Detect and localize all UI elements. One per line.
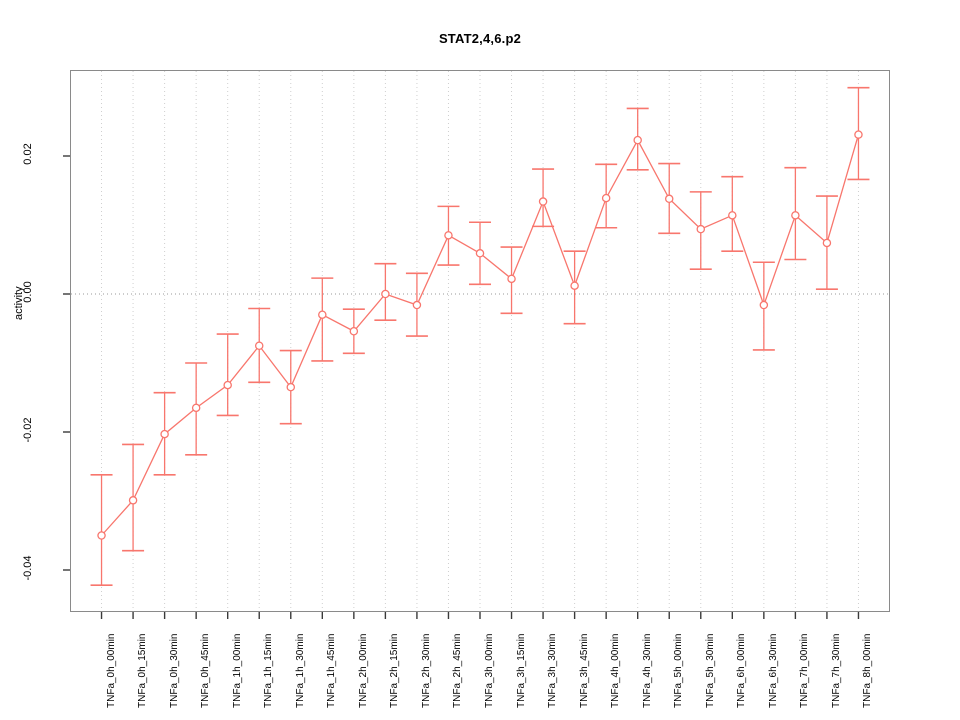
x-tick-label: TNFa_1h_45min: [326, 633, 338, 708]
x-tick-label: TNFa_1h_15min: [263, 633, 275, 708]
vertical-gridlines: [101, 71, 859, 611]
x-tick-label: TNFa_4h_30min: [641, 633, 653, 708]
x-tick-label: TNFa_5h_00min: [673, 633, 685, 708]
x-tick-label: TNFa_7h_00min: [799, 633, 811, 708]
x-tick-label: TNFa_5h_30min: [704, 633, 716, 708]
x-tick-label: TNFa_3h_30min: [547, 633, 559, 708]
x-tick-label: TNFa_0h_30min: [168, 633, 180, 708]
x-tick-label: TNFa_3h_45min: [578, 633, 590, 708]
x-tick-label: TNFa_0h_00min: [105, 633, 117, 708]
error-bars: [90, 86, 870, 586]
y-tick-label: 0.02: [22, 143, 34, 165]
data-points: [97, 130, 863, 540]
axis-ticks: [63, 155, 860, 619]
y-tick-label: -0.04: [22, 555, 34, 581]
chart-title: STAT2,4,6.p2: [438, 31, 522, 46]
x-tick-label: TNFa_3h_00min: [484, 633, 495, 708]
x-tick-label: TNFa_0h_15min: [137, 633, 149, 708]
x-tick-label: TNFa_2h_15min: [389, 633, 401, 708]
x-tick-label: TNFa_1h_30min: [294, 633, 306, 708]
x-tick-label: TNFa_8h_00min: [862, 633, 874, 708]
x-tick-label: TNFa_6h_00min: [736, 633, 748, 708]
x-tick-label: TNFa_2h_45min: [452, 633, 464, 708]
x-tick-label: TNFa_3h_15min: [515, 633, 527, 708]
plot-area: [70, 70, 890, 612]
y-tick-label: -0.02: [22, 417, 34, 443]
x-tick-label: TNFa_6h_30min: [767, 633, 779, 708]
x-tick-label: TNFa_2h_00min: [357, 633, 369, 708]
x-tick-label: TNFa_0h_45min: [200, 633, 212, 708]
x-tick-label: TNFa_4h_00min: [610, 633, 622, 708]
x-tick-label: TNFa_1h_00min: [231, 633, 243, 708]
x-tick-label: TNFa_7h_30min: [830, 633, 842, 708]
y-tick-label: 0.00: [22, 281, 34, 303]
x-tick-label: TNFa_2h_30min: [420, 633, 432, 708]
